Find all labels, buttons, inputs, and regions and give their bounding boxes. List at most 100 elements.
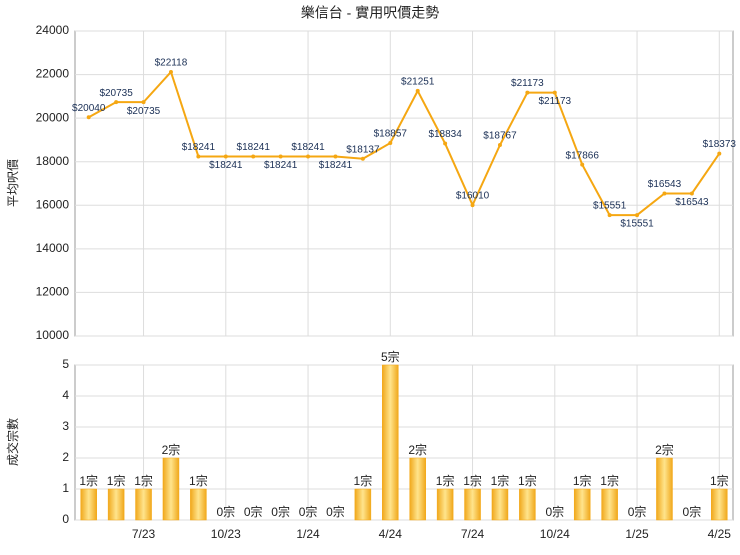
data-label: 0宗	[244, 504, 263, 519]
point	[525, 90, 530, 95]
data-label: $20735	[99, 88, 133, 99]
data-label: $18373	[703, 139, 737, 150]
point	[333, 154, 338, 159]
data-label: $18241	[264, 160, 298, 171]
data-label: $18834	[428, 129, 462, 140]
data-label: $20735	[127, 106, 161, 117]
bar	[519, 488, 536, 521]
y-tick-label: 3	[62, 419, 69, 433]
point	[415, 88, 420, 93]
y-tick-label: 10000	[36, 328, 70, 342]
data-label: 0宗	[683, 504, 702, 519]
bar	[573, 488, 591, 521]
point	[223, 154, 228, 159]
y-axis-title: 平均呎價	[6, 159, 20, 207]
point	[689, 191, 694, 196]
data-label: $18241	[291, 142, 325, 153]
x-tick-label: 10/24	[540, 527, 570, 541]
bar	[601, 488, 618, 521]
data-label: $16010	[456, 191, 490, 202]
data-label: 1宗	[189, 473, 208, 488]
data-label: 2宗	[408, 442, 427, 457]
data-label: $21251	[401, 77, 435, 88]
data-label: $16543	[648, 179, 682, 190]
data-label: 0宗	[216, 504, 235, 519]
x-tick-label: 1/25	[625, 527, 649, 541]
y-tick-label: 2	[62, 450, 69, 464]
bar	[80, 488, 97, 521]
x-tick-label: 7/24	[461, 527, 485, 541]
bar	[107, 488, 125, 521]
data-label: 1宗	[354, 473, 373, 488]
y-tick-label: 16000	[36, 197, 70, 211]
y-tick-label: 12000	[36, 285, 70, 299]
data-label: 1宗	[79, 473, 98, 488]
point	[717, 151, 722, 156]
point	[86, 115, 91, 120]
data-label: $18241	[319, 160, 353, 171]
data-label: $15551	[620, 219, 654, 230]
line	[88, 70, 721, 217]
point	[306, 154, 311, 159]
data-label: 1宗	[710, 473, 729, 488]
y-tick-label: 18000	[36, 154, 70, 168]
data-label: 5宗	[381, 349, 400, 364]
data-label: 2宗	[655, 442, 674, 457]
data-label: $18241	[209, 160, 243, 171]
point	[168, 70, 173, 75]
data-label: 1宗	[600, 473, 619, 488]
data-label: $17866	[566, 150, 600, 161]
bar	[354, 488, 372, 521]
data-label: 0宗	[326, 504, 345, 519]
y-tick-label: 0	[62, 512, 69, 526]
y-tick-label: 24000	[36, 23, 70, 37]
data-label: $15551	[593, 201, 627, 212]
data-label: $21173	[538, 96, 571, 107]
y-tick-label: 20000	[36, 110, 70, 124]
point	[580, 162, 585, 167]
point	[141, 100, 146, 105]
point	[607, 213, 612, 218]
point	[114, 100, 119, 105]
point	[251, 154, 256, 159]
point	[443, 141, 448, 146]
point	[278, 154, 283, 159]
data-label: 1宗	[134, 473, 153, 488]
point	[662, 191, 667, 196]
x-tick-label: 1/24	[296, 527, 320, 541]
bar	[436, 488, 454, 521]
data-label: 1宗	[573, 473, 592, 488]
y-tick-label: 5	[62, 357, 69, 371]
data-label: $20040	[72, 103, 106, 114]
data-label: $18241	[237, 142, 271, 153]
x-tick-label: 10/23	[211, 527, 241, 541]
bar	[711, 488, 728, 521]
point	[196, 154, 201, 159]
y-tick-label: 22000	[36, 67, 70, 81]
bar	[656, 457, 673, 521]
point	[388, 141, 393, 146]
y-tick-label: 4	[62, 388, 69, 402]
bar	[491, 488, 509, 521]
data-label: 0宗	[628, 504, 647, 519]
x-tick-label: 4/25	[708, 527, 732, 541]
data-label: $22118	[155, 58, 188, 69]
data-label: 1宗	[436, 473, 455, 488]
point	[635, 213, 640, 218]
data-label: 1宗	[107, 473, 126, 488]
data-label: $21173	[511, 78, 544, 89]
data-label: $18137	[346, 144, 380, 155]
y-tick-label: 1	[62, 481, 69, 495]
point	[497, 143, 502, 148]
bar	[464, 488, 481, 521]
data-label: 0宗	[271, 504, 290, 519]
y-axis-title: 成交宗數	[5, 418, 20, 466]
data-label: $18857	[374, 129, 408, 140]
x-tick-label: 7/23	[132, 527, 156, 541]
data-label: 0宗	[299, 504, 318, 519]
bar	[135, 488, 152, 521]
data-label: 1宗	[463, 473, 482, 488]
x-tick-label: 4/24	[379, 527, 403, 541]
point	[552, 90, 557, 95]
